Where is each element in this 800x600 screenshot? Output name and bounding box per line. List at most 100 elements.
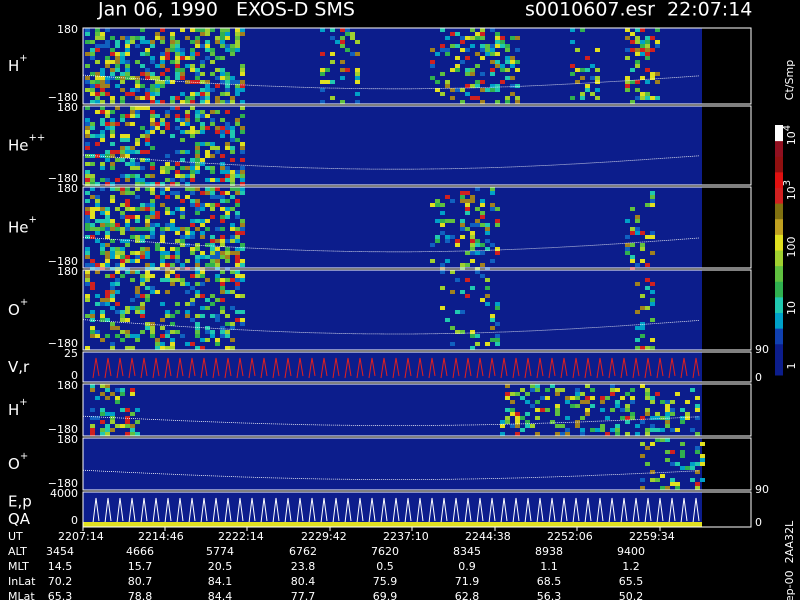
spectrum-cell [575,48,580,52]
trace [464,357,472,379]
spectrum-cell [200,92,205,96]
spectrum-cell [475,187,480,191]
spectrum-cell [205,187,210,191]
spectrum-cell [210,302,215,306]
spectrum-cell [585,88,590,92]
spectrum-cell [450,32,455,36]
spectrum-cell [580,432,585,436]
trace [308,357,316,379]
spectrum-cell [90,334,95,338]
spectrum-cell [200,110,205,114]
spectrum-cell [130,392,135,396]
trace [260,357,268,379]
spectrum-cell [205,92,210,96]
spectrum-cell [485,294,490,298]
spectrum-cell [610,384,615,388]
spectrum-cell [110,326,115,330]
spectrum-cell [340,68,345,72]
spectrum-cell [220,80,225,84]
spectrum-cell [235,174,240,178]
trace [164,357,172,379]
spectrum-cell [240,178,245,182]
spectrum-cell [210,191,215,195]
spectrum-cell [90,80,95,84]
spectrum-cell [190,40,195,44]
spectrum-cell [640,478,645,482]
spectrum-cell [480,32,485,36]
spectrum-cell [695,486,700,490]
spectrum-cell [650,424,655,428]
spectrum-cell [150,263,155,267]
spectrum-cell [95,294,100,298]
spectrum-cell [225,247,230,251]
trace [248,357,256,379]
spectrum-cell [530,404,535,408]
spectrum-cell [630,267,635,271]
spectrum-cell [510,56,515,60]
spectrum-cell [220,251,225,255]
spectrum-cell [585,412,590,416]
spectrum-cell [485,44,490,48]
spectrum-cell [145,142,150,146]
spectrum-cell [445,36,450,40]
spectrum-cell [170,60,175,64]
spectrum-cell [90,235,95,239]
spectrum-cell [655,428,660,432]
spectrum-cell [220,92,225,96]
spectrum-cell [135,80,140,84]
spectrum-cell [90,92,95,96]
spectrum-cell [185,118,190,122]
spectrum-cell [225,322,230,326]
spectrum-cell [635,40,640,44]
spectrum-cell [175,162,180,166]
spectrum-cell [500,420,505,424]
spectrum-cell [175,207,180,211]
spectrum-cell [130,251,135,255]
spectrum-cell [355,76,360,80]
spectrum-cell [105,227,110,231]
spectrum-cell [685,412,690,416]
spectrum-cell [670,482,675,486]
spectrum-cell [200,270,205,274]
spectrum-cell [150,227,155,231]
spectrum-cell [230,227,235,231]
spectrum-cell [555,388,560,392]
spectrum-cell [630,243,635,247]
trace [92,357,100,379]
spectrum-cell [355,80,360,84]
spectrum-cell [120,203,125,207]
spectrum-cell [195,92,200,96]
spectrum-cell [560,388,565,392]
spectrum-cell [210,251,215,255]
spectrum-cell [140,40,145,44]
spectrum-cell [120,274,125,278]
spectrum-cell [470,36,475,40]
spectrum-cell [495,64,500,68]
spectrum-cell [180,72,185,76]
spectrum-cell [625,48,630,52]
spectrum-cell [455,68,460,72]
spectrum-cell [210,146,215,150]
spectrum-cell [185,227,190,231]
spectrum-cell [85,126,90,130]
spectrum-cell [145,263,150,267]
spectrum-cell [470,96,475,100]
spectrum-cell [490,318,495,322]
spectrum-cell [170,322,175,326]
spectrum-cell [215,267,220,271]
spectrum-cell [120,211,125,215]
panel-label-text: H [8,401,19,419]
panel-bg-right [702,352,751,382]
spectrum-cell [95,36,100,40]
trace [500,497,508,524]
table-cell: 8345 [453,545,481,558]
spectrum-cell [575,68,580,72]
spectrum-cell [580,76,585,80]
trace [296,357,304,379]
spectrum-cell [220,334,225,338]
spectrum-cell [135,408,140,412]
spectrum-cell [125,270,130,274]
spectrum-cell [570,404,575,408]
spectrum-cell [165,56,170,60]
spectrum-cell [200,100,205,104]
